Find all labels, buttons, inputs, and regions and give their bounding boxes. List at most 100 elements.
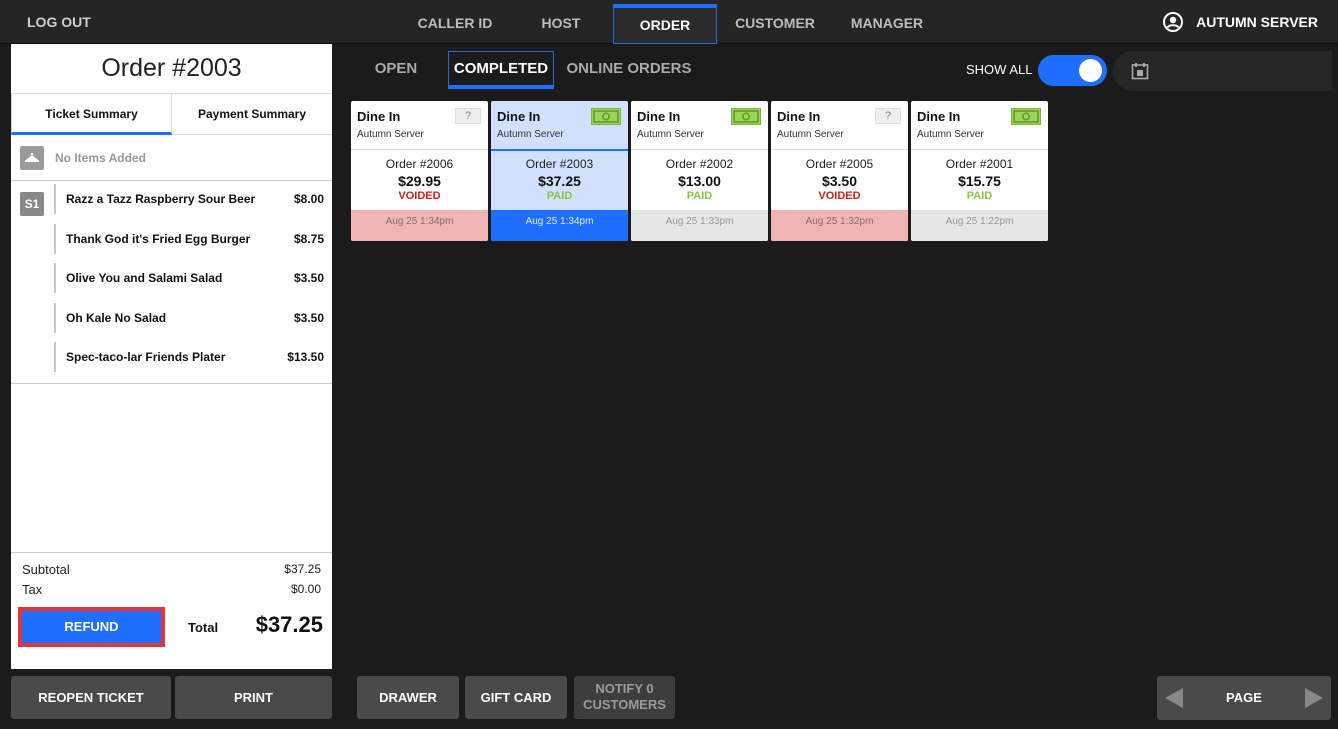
order-amount: $3.50 [821, 173, 858, 189]
page-prev-icon[interactable] [1163, 686, 1185, 710]
reopen-ticket-button[interactable]: REOPEN TICKET [11, 676, 171, 719]
order-card[interactable]: Dine In ? Autumn Server Order #2005 $3.5… [771, 101, 908, 241]
total-label: Total [188, 620, 219, 635]
order-server: Autumn Server [777, 129, 844, 140]
order-status: PAID [546, 190, 573, 202]
print-button[interactable]: PRINT [175, 676, 332, 719]
ticket-panel: Order #2003 Ticket Summary Payment Summa… [11, 44, 332, 669]
no-items-row: No Items Added [11, 135, 332, 181]
order-status: VOIDED [398, 190, 441, 202]
order-amount: $29.95 [398, 173, 441, 189]
user-circle-icon [1163, 12, 1184, 32]
order-time: Aug 25 1:33pm [631, 210, 768, 241]
user-name: AUTUMN SERVER [1196, 14, 1318, 30]
divider [351, 149, 488, 150]
ticket-item[interactable]: Olive You and Salami Salad $3.50 [54, 263, 332, 293]
order-time: Aug 25 1:22pm [911, 210, 1048, 241]
order-number: Order #2001 [945, 157, 1014, 171]
drawer-button[interactable]: DRAWER [357, 676, 459, 719]
page-label: PAGE [1226, 690, 1262, 705]
divider [11, 552, 332, 553]
user-menu[interactable]: AUTUMN SERVER [1162, 0, 1318, 44]
order-amount: $13.00 [678, 173, 721, 189]
order-server: Autumn Server [357, 129, 424, 140]
summary-tabs: Ticket Summary Payment Summary [11, 93, 332, 135]
order-type: Dine In [637, 109, 681, 124]
tab-online-orders[interactable]: ONLINE ORDERS [566, 60, 692, 77]
ticket-item[interactable]: Oh Kale No Salad $3.50 [54, 303, 332, 333]
order-type: Dine In [357, 109, 401, 124]
order-amount: $37.25 [538, 173, 581, 189]
divider [631, 149, 768, 150]
divider [771, 149, 908, 150]
seat-badge[interactable]: S1 [20, 192, 44, 216]
notify-line-1: NOTIFY 0 [595, 681, 654, 696]
pager: PAGE [1157, 676, 1331, 720]
order-time: Aug 25 1:34pm [491, 210, 628, 241]
tray-icon [20, 146, 44, 170]
tax-label: Tax [22, 582, 43, 597]
tax-value: $0.00 [290, 582, 321, 596]
cash-icon [591, 108, 621, 125]
order-card-selected[interactable]: Dine In Autumn Server Order #2003 $37.25… [491, 101, 628, 241]
cash-icon [1011, 108, 1041, 125]
tab-ticket-summary[interactable]: Ticket Summary [11, 94, 172, 135]
show-all-toggle[interactable] [1038, 55, 1107, 86]
tab-open[interactable]: OPEN [374, 60, 418, 77]
tab-customer[interactable]: CUSTOMER [735, 15, 815, 31]
date-filter[interactable] [1113, 51, 1332, 91]
ticket-item[interactable]: Thank God it's Fried Egg Burger $8.75 [54, 224, 332, 254]
item-name: Oh Kale No Salad [66, 311, 167, 325]
tab-caller-id[interactable]: CALLER ID [417, 15, 493, 31]
order-number: Order #2002 [665, 157, 734, 171]
page-next-icon[interactable] [1303, 686, 1325, 710]
item-name: Razz a Tazz Raspberry Sour Beer [66, 192, 256, 206]
order-title: Order #2003 [101, 54, 242, 82]
notify-line-2: CUSTOMERS [583, 697, 666, 712]
order-amount: $15.75 [958, 173, 1001, 189]
tab-completed[interactable]: COMPLETED [448, 51, 554, 89]
order-time: Aug 25 1:34pm [351, 210, 488, 241]
order-server: Autumn Server [917, 129, 984, 140]
top-nav-bar: LOG OUT CALLER ID HOST ORDER CUSTOMER MA… [0, 0, 1338, 44]
divider [911, 149, 1048, 150]
order-card[interactable]: Dine In ? Autumn Server Order #2006 $29.… [351, 101, 488, 241]
order-number: Order #2006 [385, 157, 454, 171]
item-name: Thank God it's Fried Egg Burger [66, 232, 251, 246]
order-status: VOIDED [818, 190, 861, 202]
show-all-label: SHOW ALL [966, 62, 1033, 77]
subtotal-value: $37.25 [284, 562, 321, 576]
question-icon: ? [455, 108, 481, 124]
toggle-knob [1079, 59, 1102, 82]
notify-customers-button[interactable]: NOTIFY 0 CUSTOMERS [574, 676, 675, 719]
total-value: $37.25 [255, 612, 323, 637]
order-type: Dine In [777, 109, 821, 124]
tab-manager[interactable]: MANAGER [850, 15, 924, 31]
cash-icon [731, 108, 761, 125]
order-status: PAID [966, 190, 993, 202]
receipt-edge [11, 655, 332, 668]
calendar-icon [1131, 63, 1149, 80]
ticket-item[interactable]: Razz a Tazz Raspberry Sour Beer $8.00 [54, 184, 332, 214]
divider [491, 149, 628, 151]
tab-host[interactable]: HOST [541, 15, 581, 31]
order-type: Dine In [917, 109, 961, 124]
order-card[interactable]: Dine In Autumn Server Order #2002 $13.00… [631, 101, 768, 241]
ticket-item[interactable]: Spec-taco-lar Friends Plater $13.50 [54, 342, 332, 372]
order-server: Autumn Server [497, 129, 564, 140]
logout-button[interactable]: LOG OUT [27, 14, 91, 30]
order-time: Aug 25 1:32pm [771, 210, 908, 241]
order-card[interactable]: Dine In Autumn Server Order #2001 $15.75… [911, 101, 1048, 241]
refund-button[interactable]: REFUND [18, 607, 165, 647]
tab-payment-summary[interactable]: Payment Summary [197, 107, 307, 121]
tab-order[interactable]: ORDER [613, 4, 717, 44]
item-price: $3.50 [293, 311, 324, 325]
gift-card-button[interactable]: GIFT CARD [465, 676, 567, 719]
order-type: Dine In [497, 109, 541, 124]
item-name: Olive You and Salami Salad [66, 271, 223, 285]
item-name: Spec-taco-lar Friends Plater [66, 350, 226, 364]
order-status: PAID [686, 190, 713, 202]
question-icon: ? [875, 108, 901, 124]
item-price: $13.50 [287, 350, 324, 364]
subtotal-label: Subtotal [22, 562, 70, 577]
